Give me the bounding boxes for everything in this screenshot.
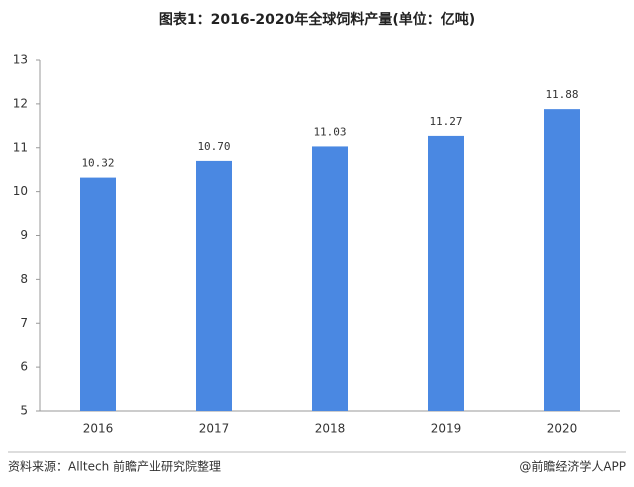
- x-tick-label: 2017: [199, 422, 230, 436]
- bar: [312, 146, 348, 411]
- source-note: 资料来源：Alltech 前瞻产业研究院整理: [8, 459, 221, 474]
- y-tick-label: 9: [20, 228, 28, 242]
- value-label: 11.88: [545, 88, 578, 101]
- value-label: 10.70: [197, 140, 230, 153]
- y-tick-label: 5: [20, 404, 28, 418]
- x-tick-label: 2016: [83, 422, 114, 436]
- bar: [428, 135, 464, 411]
- bar: [544, 109, 580, 411]
- y-tick-label: 11: [13, 140, 28, 154]
- y-tick-label: 6: [20, 360, 28, 374]
- y-tick-label: 8: [20, 272, 28, 286]
- value-label: 11.03: [313, 125, 346, 138]
- y-tick-label: 13: [13, 53, 28, 67]
- x-tick-label: 2018: [315, 422, 346, 436]
- chart-title: 图表1：2016-2020年全球饲料产量(单位：亿吨): [159, 11, 475, 28]
- y-tick-label: 10: [13, 184, 28, 198]
- bar: [80, 177, 116, 411]
- bar: [196, 160, 232, 411]
- value-label: 11.27: [429, 115, 462, 128]
- credit: @前瞻经济学人APP: [519, 459, 626, 474]
- x-tick-label: 2020: [547, 422, 578, 436]
- y-tick-label: 12: [13, 96, 28, 110]
- x-tick-label: 2019: [431, 422, 462, 436]
- value-label: 10.32: [81, 157, 114, 170]
- y-tick-label: 7: [20, 316, 28, 330]
